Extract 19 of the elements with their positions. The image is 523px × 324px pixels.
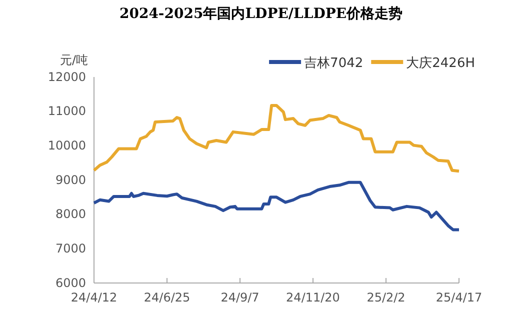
x-tick-label: 24/4/12 <box>70 290 118 305</box>
x-tick-label: 24/6/25 <box>144 290 190 305</box>
legend-label: 大庆2426H <box>406 56 475 71</box>
y-tick-label: 9000 <box>55 172 86 187</box>
chart-title: 2024-2025年国内LDPE/LLDPE价格走势 <box>119 6 403 22</box>
y-tick-label: 10000 <box>48 138 86 153</box>
y-tick-label: 12000 <box>48 70 86 84</box>
y-tick-label: 11000 <box>48 104 86 118</box>
line-series <box>92 104 460 173</box>
x-tick-label: 24/11/20 <box>286 290 340 305</box>
y-tick-label: 7000 <box>55 242 86 256</box>
x-tick-label: 25/2/2 <box>366 290 406 305</box>
legend-label: 吉林7042 <box>304 56 364 71</box>
y-axis-title: 元/吨 <box>60 53 88 67</box>
line-series <box>92 180 460 232</box>
x-tick-label: 25/4/17 <box>436 290 482 305</box>
y-tick-label: 8000 <box>55 207 86 222</box>
y-tick-label: 6000 <box>55 276 86 290</box>
x-tick-label: 24/9/7 <box>220 290 260 305</box>
